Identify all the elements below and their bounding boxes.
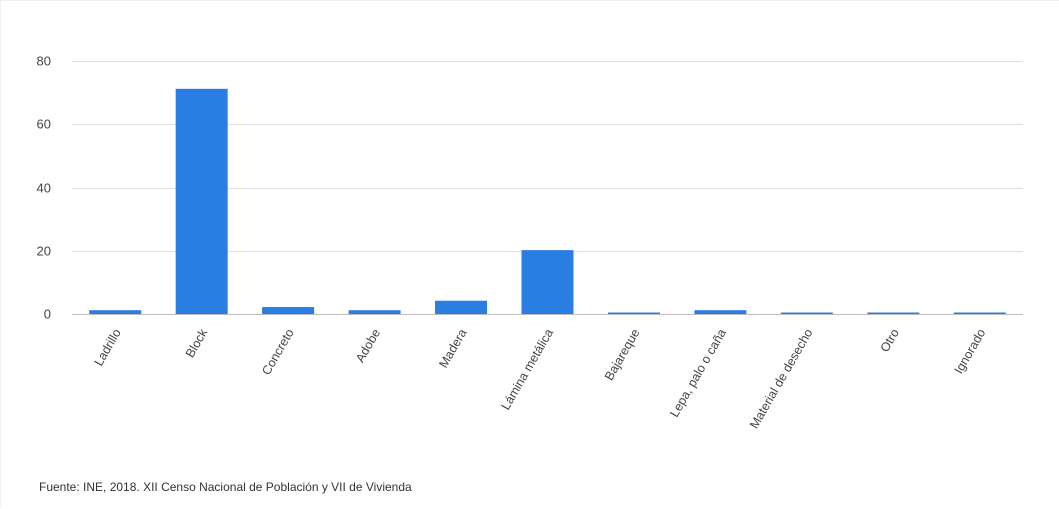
x-tick-label-5: Lámina metálica — [498, 326, 556, 412]
y-tick-label-80: 80 — [37, 54, 51, 69]
bar-9[interactable] — [867, 312, 920, 315]
y-tick-label-0: 0 — [44, 307, 51, 322]
x-axis-labels: Ladrillo Block Concreto Adobe Madera Lámina m… — [92, 326, 989, 431]
x-tick-label-6: Bajareque — [602, 326, 643, 382]
x-tick-label-0: Ladrillo — [92, 326, 124, 368]
x-tick-label-7: Lepa, palo o caña — [667, 326, 729, 419]
bar-8[interactable] — [780, 312, 833, 315]
bar-5[interactable] — [521, 250, 574, 314]
bar-1[interactable] — [175, 88, 228, 314]
x-tick-label-2: Concreto — [259, 326, 297, 377]
y-tick-label-40: 40 — [37, 181, 51, 196]
bar-2[interactable] — [262, 307, 315, 314]
source-note: Fuente: INE, 2018. XII Censo Nacional de… — [39, 480, 412, 494]
bar-0[interactable] — [89, 310, 142, 314]
x-tick-label-1: Block — [183, 326, 211, 360]
bar-6[interactable] — [607, 312, 660, 315]
y-tick-label-60: 60 — [37, 117, 51, 132]
y-tick-label-20: 20 — [37, 244, 51, 259]
y-axis-ticks: 0 20 40 60 80 — [37, 54, 51, 322]
x-tick-label-3: Adobe — [353, 326, 383, 364]
bar-7[interactable] — [694, 310, 747, 314]
x-tick-label-4: Madera — [436, 326, 469, 370]
bar-4[interactable] — [435, 300, 488, 314]
x-tick-label-10: Ignorado — [952, 326, 989, 376]
bar-10[interactable] — [953, 312, 1006, 315]
bars — [89, 88, 1006, 315]
x-tick-label-8: Material de desecho — [747, 326, 815, 431]
bar-3[interactable] — [348, 310, 401, 314]
x-tick-label-9: Otro — [878, 326, 902, 354]
